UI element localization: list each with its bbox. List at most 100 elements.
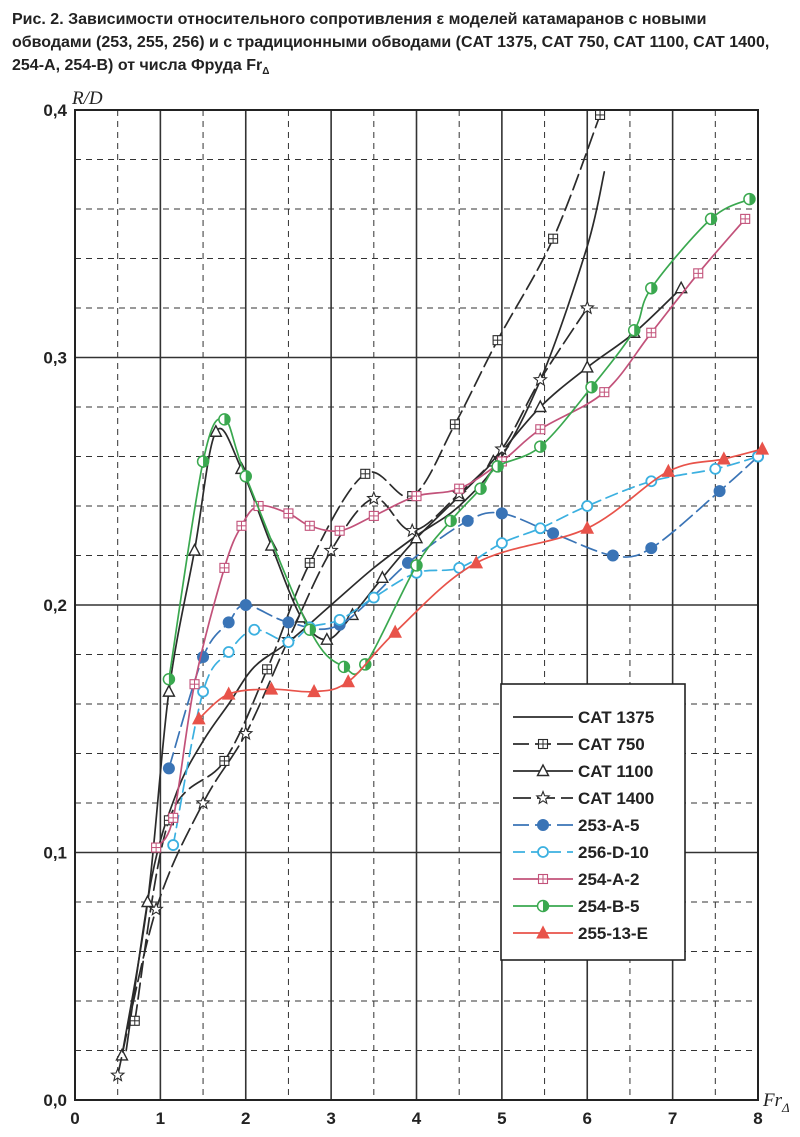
data-point xyxy=(717,451,731,465)
data-point xyxy=(197,685,209,698)
data-point xyxy=(221,686,236,700)
data-point xyxy=(646,327,657,338)
legend: CAT 1375 CAT 750 CAT 1100 CAT 1400 253-A-5 25… xyxy=(500,683,686,961)
data-point xyxy=(444,514,457,528)
marker-star xyxy=(238,725,254,741)
marker-star xyxy=(148,901,164,916)
data-point xyxy=(547,527,560,540)
legend-marker xyxy=(537,738,549,750)
data-point xyxy=(168,812,179,823)
marker-half-fill xyxy=(540,441,546,453)
marker-circle xyxy=(367,591,380,604)
data-point xyxy=(148,901,164,916)
legend-label: 253-A-5 xyxy=(578,816,639,835)
data-point xyxy=(219,562,230,573)
data-point xyxy=(368,510,379,521)
marker-half-fill xyxy=(591,381,598,393)
legend-marker xyxy=(536,763,550,777)
data-point xyxy=(320,632,334,645)
data-point xyxy=(239,470,252,483)
data-point xyxy=(304,520,315,531)
data-point xyxy=(491,460,504,473)
marker-star xyxy=(195,794,211,810)
marker-circle xyxy=(547,527,560,540)
marker-half-fill xyxy=(309,624,316,636)
data-point xyxy=(162,673,176,686)
marker-triangle xyxy=(409,530,424,544)
marker-star xyxy=(535,789,551,805)
marker-half-fill xyxy=(651,282,657,294)
data-point xyxy=(534,522,547,535)
marker-circle xyxy=(495,507,508,520)
marker-circle xyxy=(222,616,235,629)
data-point xyxy=(360,468,371,479)
marker-triangle xyxy=(162,684,176,697)
marker-circle xyxy=(333,613,346,626)
data-point xyxy=(409,530,424,544)
plot-frame xyxy=(74,109,759,1101)
marker-circle xyxy=(606,549,619,562)
legend-item-254-b-5: 254-B-5 xyxy=(513,897,639,916)
data-point xyxy=(110,1067,126,1082)
marker-circle xyxy=(162,762,175,775)
data-point xyxy=(454,483,465,494)
legend-marker xyxy=(537,819,549,831)
data-point xyxy=(195,794,211,810)
marker-half-fill xyxy=(343,661,350,673)
marker-triangle xyxy=(264,681,279,695)
legend-marker xyxy=(537,846,549,858)
x-tick-label: 7 xyxy=(668,1109,677,1128)
data-point xyxy=(162,684,176,697)
marker-circle xyxy=(537,846,549,858)
data-point xyxy=(162,762,175,775)
data-point xyxy=(219,755,230,766)
data-point xyxy=(218,413,231,426)
legend-label: CAT 1375 xyxy=(578,708,654,727)
data-point xyxy=(239,599,252,611)
marker-circle xyxy=(167,839,180,851)
marker-triangle xyxy=(140,894,155,908)
data-point xyxy=(115,1047,129,1061)
legend-item-256-d-10: 256-D-10 xyxy=(513,843,649,862)
marker-star xyxy=(494,441,510,456)
marker-circle xyxy=(239,599,252,611)
marker-star xyxy=(579,299,595,315)
marker-triangle xyxy=(191,711,206,725)
data-point xyxy=(367,591,380,604)
marker-half-fill xyxy=(634,324,640,336)
data-point xyxy=(585,380,598,394)
marker-circle xyxy=(534,522,547,535)
marker-star xyxy=(532,371,548,387)
legend-item-cat-1100: CAT 1100 xyxy=(513,762,653,781)
data-point xyxy=(262,664,273,675)
axis-ticks: 0 1 2 3 4 5 6 7 8 0,0 0,1 0,2 0,3 0,4 xyxy=(43,101,762,1128)
marker-circle xyxy=(197,685,209,698)
data-point xyxy=(581,500,594,512)
data-point xyxy=(410,559,423,572)
x-tick-label: 2 xyxy=(241,1109,250,1128)
legend-label: CAT 1400 xyxy=(578,789,654,808)
legend-marker xyxy=(536,925,550,939)
marker-triangle xyxy=(661,463,676,477)
y-tick-label: 0,0 xyxy=(43,1091,67,1110)
data-point xyxy=(495,537,508,550)
data-point xyxy=(140,894,155,908)
marker-circle xyxy=(248,623,261,636)
marker-triangle xyxy=(580,359,594,373)
marker-half-fill xyxy=(224,413,230,425)
marker-triangle xyxy=(469,555,484,569)
data-point xyxy=(740,213,751,224)
data-point xyxy=(495,507,508,520)
x-axis-label-main: Fr xyxy=(762,1090,783,1111)
marker-half-fill xyxy=(543,900,549,912)
marker-half-fill xyxy=(450,515,457,527)
data-point xyxy=(129,1015,140,1026)
data-point xyxy=(222,616,235,629)
legend-item-254-a-2: 254-A-2 xyxy=(513,870,639,889)
marker-triangle xyxy=(717,451,731,465)
marker-triangle xyxy=(388,624,402,638)
marker-triangle xyxy=(307,684,321,698)
x-tick-label: 0 xyxy=(70,1109,79,1128)
legend-label: 254-A-2 xyxy=(578,870,639,889)
legend-label: 254-B-5 xyxy=(578,897,639,916)
